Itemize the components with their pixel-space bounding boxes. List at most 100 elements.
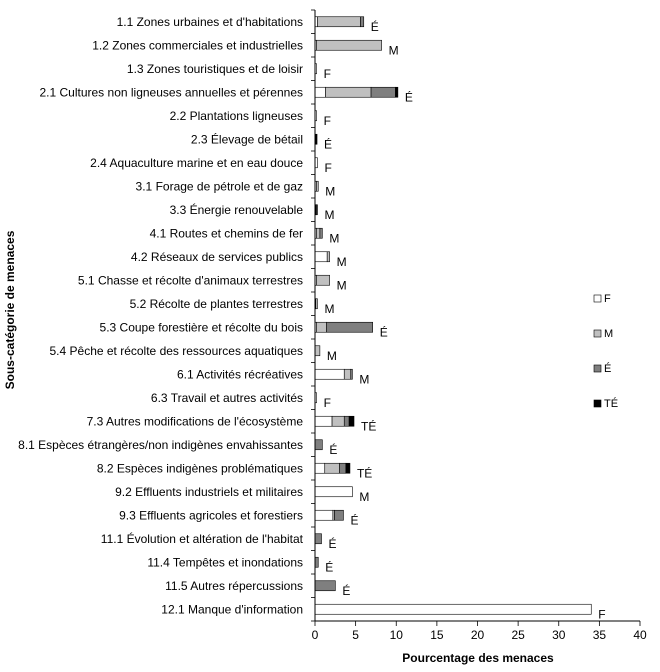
category-label: 1.3 Zones touristiques et de loisir [127, 62, 303, 76]
x-tick-label: 5 [352, 628, 359, 642]
bars-group [314, 16, 592, 615]
category-label: 3.1 Forage de pétrole et de gaz [136, 179, 303, 193]
category-label: 4.2 Réseaux de services publics [131, 250, 303, 264]
bar-segment [314, 86, 326, 98]
bar-segment [316, 180, 319, 192]
category-label: 2.3 Élevage de bétail [191, 131, 303, 146]
bar-segment [343, 415, 350, 427]
legend-swatch [593, 294, 602, 303]
legend-swatch [593, 329, 602, 338]
bar-end-label: É [405, 89, 413, 104]
bar-segment [326, 251, 330, 263]
category-label: 12.1 Manque d'information [161, 602, 303, 616]
bar-segment [316, 321, 327, 333]
bar-segment [314, 533, 322, 545]
category-label: 11.4 Tempêtes et inondations [147, 555, 303, 569]
bar-segment [350, 368, 353, 380]
category-label: 1.2 Zones commerciales et industrielles [92, 38, 303, 52]
legend-label: TÉ [604, 397, 618, 410]
category-label: 9.2 Effluents industriels et militaires [115, 485, 303, 499]
category-label: 5.3 Coupe forestière et récolte du bois [100, 320, 303, 334]
category-label: 5.4 Pêche et récolte des ressources aqua… [50, 344, 304, 358]
bar-segment [395, 86, 399, 98]
category-label: 11.1 Évolution et altération de l'habita… [101, 531, 304, 546]
bar-segment [314, 580, 336, 592]
legend: F M É TÉ [593, 293, 618, 410]
bar-end-label: M [359, 490, 369, 504]
bar-segment [331, 415, 345, 427]
bar-segment [334, 509, 344, 521]
bar-segment [343, 368, 352, 380]
bar-end-label: É [325, 559, 333, 574]
x-tick-label: 25 [511, 628, 525, 642]
bar-end-label: F [324, 67, 331, 81]
category-labels-group: 1.1 Zones urbaines et d'habitations É 1.2 … [18, 15, 605, 622]
bar-segment [345, 462, 351, 474]
bar-end-label: É [329, 442, 337, 457]
legend-swatch [593, 364, 602, 373]
x-tick-label: 40 [633, 628, 647, 642]
bar-segment [360, 16, 365, 28]
bar-end-label: É [324, 136, 332, 151]
bar-segment [314, 439, 323, 451]
bar-end-label: M [337, 278, 347, 292]
bar-end-label: M [327, 349, 337, 363]
bar-end-label: É [329, 536, 337, 551]
bar-segment [314, 486, 353, 498]
x-tick-label: 15 [430, 628, 444, 642]
bar-segment [314, 509, 334, 521]
x-tick-label: 0 [312, 628, 319, 642]
bar-segment [317, 16, 361, 28]
bar-segment [316, 274, 330, 286]
bar-end-label: M [329, 231, 339, 245]
bar-end-label: F [324, 161, 331, 175]
y-axis-title: Sous-catégorie de menaces [3, 230, 17, 389]
legend-label: F [604, 293, 611, 305]
legend-label: M [604, 328, 613, 340]
category-label: 7.3 Autres modifications de l'écosystème [87, 414, 304, 428]
bar-segment [325, 86, 372, 98]
bar-segment [348, 415, 355, 427]
bar-end-label: M [324, 302, 334, 316]
category-label: 5.2 Récolte de plantes terrestres [130, 297, 303, 311]
axes-group: 0 5 10 15 20 25 30 35 40 [311, 9, 647, 642]
x-tick-label: 20 [471, 628, 485, 642]
bar-segment [314, 462, 326, 474]
x-tick-label: 30 [552, 628, 566, 642]
bar-segment [324, 462, 340, 474]
bar-segment [314, 603, 592, 615]
category-label: 2.4 Aquaculture marine et en eau douce [90, 156, 303, 170]
legend-label: É [604, 362, 611, 375]
bar-segment [314, 368, 345, 380]
category-label: 5.1 Chasse et récolte d'animaux terrestr… [78, 273, 303, 287]
bar-end-label: F [324, 114, 331, 128]
category-label: 9.3 Effluents agricoles et forestiers [119, 508, 303, 522]
category-label: 2.1 Cultures non ligneuses annuelles et … [39, 85, 303, 99]
bar-end-label: TÉ [361, 418, 376, 433]
bar-end-label: F [324, 396, 331, 410]
bar-segment [314, 345, 321, 357]
category-label: 2.2 Plantations ligneuses [170, 109, 303, 123]
bar-segment [316, 227, 321, 239]
category-label: 6.1 Activités récréatives [177, 367, 303, 381]
bar-end-label: É [371, 19, 379, 34]
category-label: 8.2 Espèces indigènes problématiques [97, 461, 303, 475]
bar-segment [339, 462, 347, 474]
category-label: 8.1 Espèces étrangères/non indigènes env… [18, 438, 303, 452]
legend-swatch [593, 399, 602, 408]
bar-segment [314, 251, 328, 263]
x-tick-label: 10 [390, 628, 404, 642]
bar-segment [314, 415, 333, 427]
bar-end-label: M [389, 43, 399, 57]
bar-end-label: É [350, 512, 358, 527]
bar-end-label: M [324, 208, 334, 222]
bar-segment [319, 227, 323, 239]
category-label: 3.3 Énergie renouvelable [170, 202, 304, 217]
bar-end-label: F [598, 607, 605, 621]
bar-end-label: M [337, 255, 347, 269]
bar-segment [316, 204, 318, 216]
x-axis-title: Pourcentage des menaces [402, 651, 554, 665]
bar-end-label: M [325, 184, 335, 198]
bar-segment [326, 321, 373, 333]
x-tick-label: 35 [593, 628, 607, 642]
